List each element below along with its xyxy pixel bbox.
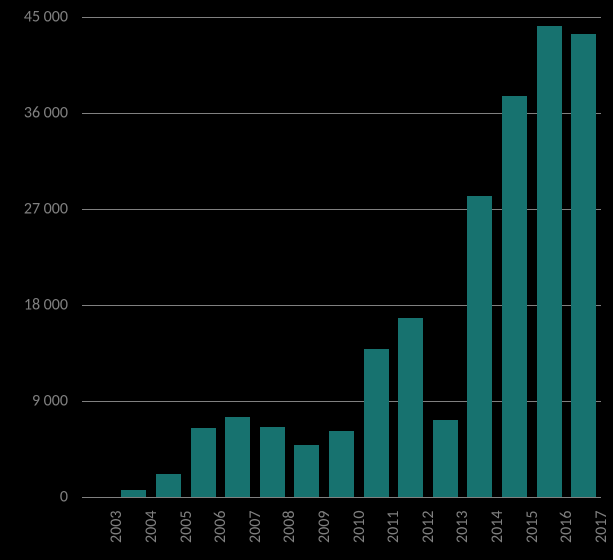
bar xyxy=(537,26,562,497)
gridline xyxy=(82,497,601,498)
bar xyxy=(294,445,319,497)
bar xyxy=(571,34,596,497)
x-tick-label: 2013 xyxy=(453,511,472,543)
y-tick-label: 36 000 xyxy=(0,104,68,123)
x-tick-label: 2005 xyxy=(177,511,196,543)
bar xyxy=(191,428,216,497)
x-tick-label: 2016 xyxy=(557,511,576,543)
bar xyxy=(364,349,389,497)
y-tick-label: 27 000 xyxy=(0,200,68,219)
x-tick-label: 2003 xyxy=(107,511,126,543)
x-tick-label: 2004 xyxy=(142,511,161,543)
x-tick-label: 2007 xyxy=(246,511,265,543)
bar xyxy=(225,417,250,497)
x-tick-label: 2006 xyxy=(211,511,230,543)
bar xyxy=(329,431,354,497)
x-tick-label: 2017 xyxy=(592,511,611,543)
x-tick-label: 2009 xyxy=(315,511,334,543)
x-tick-label: 2010 xyxy=(350,511,369,543)
bar xyxy=(398,318,423,497)
y-tick-label: 0 xyxy=(0,488,68,507)
x-tick-label: 2008 xyxy=(280,511,299,543)
gridline xyxy=(82,17,601,18)
bar xyxy=(260,427,285,497)
x-tick-label: 2012 xyxy=(419,511,438,543)
bar xyxy=(121,490,146,497)
y-tick-label: 45 000 xyxy=(0,8,68,27)
bar xyxy=(502,96,527,497)
x-tick-label: 2011 xyxy=(384,511,403,543)
y-tick-label: 18 000 xyxy=(0,296,68,315)
bar-chart: 0 9 000 18 000 27 000 36 000 45 000 2003 2004 2… xyxy=(0,0,613,560)
bar xyxy=(467,196,492,497)
x-tick-label: 2014 xyxy=(488,511,507,543)
bar xyxy=(433,420,458,497)
y-tick-label: 9 000 xyxy=(0,392,68,411)
x-tick-label: 2015 xyxy=(523,511,542,543)
bar xyxy=(156,474,181,497)
